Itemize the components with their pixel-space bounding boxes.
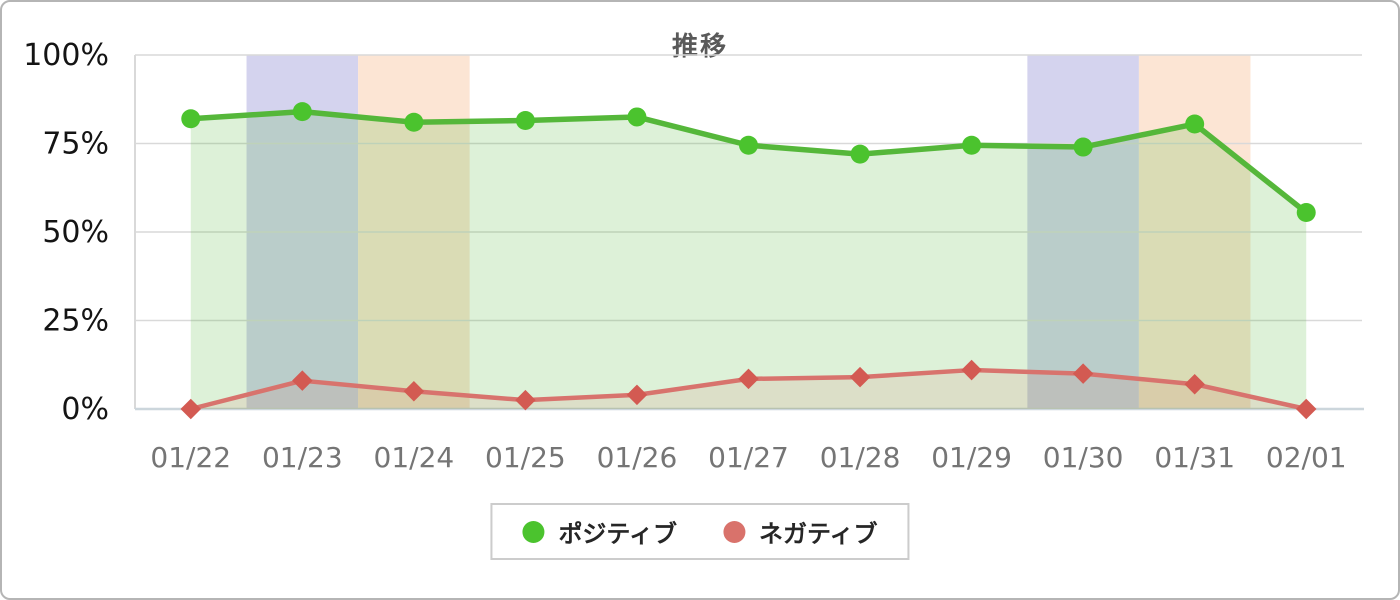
- legend-item-positive[interactable]: ポジティブ: [522, 514, 677, 549]
- y-axis-label: 25%: [42, 304, 109, 339]
- negative-point[interactable]: [849, 366, 871, 388]
- negative-point[interactable]: [626, 384, 648, 406]
- positive-point[interactable]: [739, 135, 758, 155]
- positive-point[interactable]: [850, 144, 870, 164]
- negative-point[interactable]: [515, 389, 536, 411]
- x-axis-label: 01/24: [374, 441, 455, 474]
- positive-point[interactable]: [404, 112, 424, 132]
- negative-point[interactable]: [403, 381, 425, 402]
- negative-point[interactable]: [1184, 373, 1205, 395]
- x-axis-label: 01/26: [597, 441, 678, 474]
- x-axis-label: 01/22: [150, 441, 231, 474]
- x-axis-label: 01/27: [708, 441, 789, 474]
- positive-point[interactable]: [1185, 114, 1205, 134]
- positive-point[interactable]: [1296, 203, 1316, 223]
- x-axis-label: 01/31: [1154, 441, 1235, 474]
- positive-point[interactable]: [181, 109, 201, 129]
- positive-point[interactable]: [292, 102, 312, 122]
- x-axis-label: 01/25: [485, 441, 566, 474]
- positive-point[interactable]: [1073, 137, 1093, 157]
- y-axis-label: 75%: [42, 127, 109, 162]
- y-axis-label: 0%: [61, 392, 109, 427]
- y-axis-label: 50%: [42, 215, 109, 250]
- positive-point[interactable]: [962, 135, 982, 155]
- legend-label: ネガティブ: [759, 520, 878, 548]
- positive-point[interactable]: [515, 110, 535, 130]
- x-axis-label: 01/23: [262, 441, 343, 474]
- negative-point[interactable]: [292, 370, 313, 391]
- negative-point[interactable]: [738, 368, 759, 390]
- x-axis-label: 02/01: [1266, 441, 1347, 474]
- positive-point[interactable]: [627, 107, 647, 127]
- positive-area: [190, 111, 1307, 409]
- chart-legend: ポジティブ ネガティブ: [490, 503, 910, 560]
- line-chart: 100% 75% 50% 25% 0% 01/22 01/23 01/24 01/25 01/26…: [23, 38, 1364, 474]
- x-axis-label: 01/30: [1043, 441, 1124, 474]
- positive-series-dot-icon: [522, 520, 545, 543]
- x-axis-label: 01/28: [820, 441, 901, 474]
- negative-series-dot-icon: [723, 520, 745, 543]
- negative-point[interactable]: [1295, 398, 1317, 420]
- legend-item-negative[interactable]: ネガティブ: [723, 514, 878, 549]
- negative-point[interactable]: [1072, 363, 1094, 384]
- negative-point[interactable]: [180, 398, 202, 420]
- legend-label: ポジティブ: [558, 520, 677, 548]
- negative-area: [190, 370, 1307, 409]
- x-axis-label: 01/29: [931, 441, 1012, 474]
- negative-point[interactable]: [961, 359, 982, 381]
- y-axis-label: 100%: [23, 38, 109, 73]
